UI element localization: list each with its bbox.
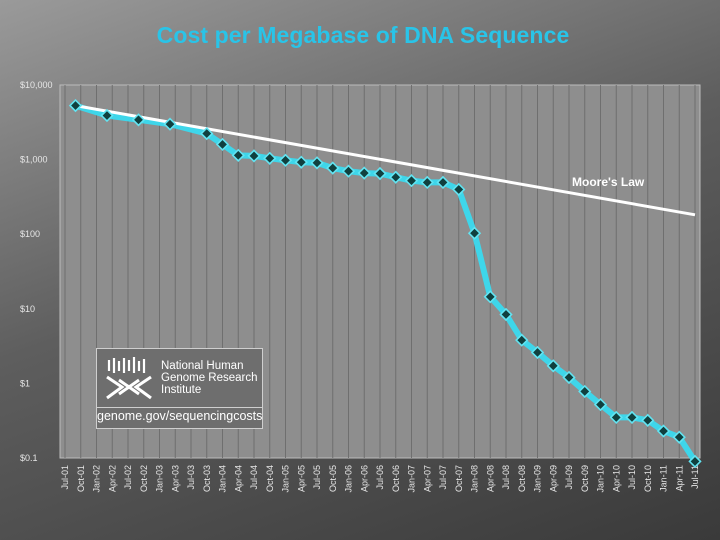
x-tick-label: Apr-05 bbox=[296, 465, 306, 492]
x-tick-label: Jul-10 bbox=[627, 465, 637, 490]
logo-name-line: National Human bbox=[161, 360, 244, 372]
data-point-marker bbox=[420, 175, 434, 190]
data-point-marker bbox=[278, 153, 293, 167]
y-tick-label: $0.1 bbox=[20, 453, 38, 463]
x-tick-label: Jan-03 bbox=[155, 465, 165, 493]
x-tick-label: Oct-02 bbox=[139, 465, 149, 492]
data-point-marker bbox=[163, 117, 177, 131]
x-tick-label: Jul-04 bbox=[249, 465, 259, 490]
x-tick-label: Jul-06 bbox=[375, 465, 385, 490]
x-tick-label: Oct-03 bbox=[202, 465, 212, 492]
logo-org-name: National Human Genome Research Institute bbox=[161, 360, 261, 396]
x-tick-label: Oct-10 bbox=[643, 465, 653, 492]
moores-law-line bbox=[75, 104, 696, 217]
data-point-marker bbox=[341, 164, 356, 178]
data-point-marker bbox=[609, 410, 623, 425]
data-point-marker bbox=[373, 166, 387, 181]
nhgri-logo-box: National Human Genome Research Institute… bbox=[96, 348, 263, 429]
data-point-marker bbox=[593, 397, 608, 412]
chart-title: Cost per Megabase of DNA Sequence bbox=[156, 22, 570, 48]
y-tick-label: $10,000 bbox=[20, 80, 53, 90]
data-point-marker bbox=[467, 226, 482, 240]
data-point-marker bbox=[389, 170, 403, 184]
x-tick-label: Jan-10 bbox=[596, 465, 606, 493]
x-tick-label: Oct-01 bbox=[76, 465, 86, 492]
x-tick-label: Jan-11 bbox=[659, 465, 669, 492]
x-tick-label: Oct-07 bbox=[454, 465, 464, 492]
x-tick-label: Apr-04 bbox=[233, 465, 243, 492]
data-point-marker bbox=[578, 384, 592, 399]
x-axis-tick-labels: Jul-01 Oct-01 Jan-02 Apr-02 Jul-02 Oct-02 Jan-… bbox=[60, 465, 700, 493]
x-tick-label: Jul-02 bbox=[123, 465, 133, 490]
x-tick-label: Oct-09 bbox=[580, 465, 590, 492]
x-tick-label: Oct-04 bbox=[265, 465, 275, 492]
data-point-marker bbox=[452, 182, 466, 197]
y-tick-label: $1 bbox=[20, 378, 30, 388]
data-point-marker bbox=[546, 359, 560, 373]
logo-url: genome.gov/sequencingcosts bbox=[97, 409, 263, 423]
data-point-marker bbox=[131, 113, 146, 127]
x-tick-label: Jul-05 bbox=[312, 465, 322, 490]
data-point-marker bbox=[483, 290, 497, 304]
x-tick-label: Apr-07 bbox=[422, 465, 432, 492]
logo-name-line: Genome Research bbox=[161, 372, 258, 384]
data-point-marker bbox=[562, 370, 576, 385]
x-tick-label: Jan-04 bbox=[218, 465, 228, 493]
x-tick-label: Apr-10 bbox=[611, 465, 621, 492]
x-tick-label: Jan-07 bbox=[407, 465, 417, 493]
data-point-marker bbox=[436, 175, 450, 190]
data-point-marker bbox=[263, 151, 277, 165]
data-point-marker bbox=[231, 148, 245, 162]
data-point-marker bbox=[499, 307, 513, 322]
data-point-marker bbox=[200, 126, 214, 141]
data-point-marker bbox=[68, 98, 83, 113]
x-tick-label: Jul-03 bbox=[186, 465, 196, 490]
x-tick-label: Oct-08 bbox=[517, 465, 527, 492]
y-tick-label: $1,000 bbox=[20, 155, 48, 165]
x-tick-label: Oct-05 bbox=[328, 465, 338, 492]
x-tick-label: Apr-02 bbox=[107, 465, 117, 492]
x-tick-label: Jul-01 bbox=[60, 465, 70, 490]
logo-header: National Human Genome Research Institute bbox=[97, 349, 262, 408]
logo-name-line: Institute bbox=[161, 384, 202, 396]
data-point-marker bbox=[247, 149, 261, 163]
y-tick-label: $10 bbox=[20, 304, 35, 314]
data-point-marker bbox=[641, 413, 655, 427]
x-tick-label: Apr-03 bbox=[170, 465, 180, 492]
series-labels: Moore's Law bbox=[572, 175, 645, 189]
data-point-marker bbox=[310, 156, 324, 170]
x-tick-label: Jul-07 bbox=[438, 465, 448, 490]
marker-layer bbox=[68, 98, 702, 469]
x-tick-label: Apr-11 bbox=[674, 465, 684, 491]
x-tick-label: Jul-09 bbox=[564, 465, 574, 490]
x-tick-label: Jan-08 bbox=[470, 465, 480, 493]
data-point-marker bbox=[294, 155, 308, 169]
data-point-marker bbox=[357, 166, 371, 180]
x-tick-label: Jan-05 bbox=[281, 465, 291, 493]
data-point-marker bbox=[656, 424, 671, 438]
x-tick-label: Jan-02 bbox=[92, 465, 102, 493]
x-tick-label: Jan-09 bbox=[533, 465, 543, 493]
data-point-marker bbox=[625, 410, 639, 425]
x-tick-label: Apr-08 bbox=[485, 465, 495, 492]
y-tick-label: $100 bbox=[20, 229, 40, 239]
nhgri-helix-icon bbox=[106, 357, 152, 400]
x-tick-label: Oct-06 bbox=[391, 465, 401, 492]
x-tick-label: Apr-09 bbox=[548, 465, 558, 492]
x-tick-label: Apr-06 bbox=[359, 465, 369, 492]
data-point-marker bbox=[672, 430, 686, 444]
moores-law-label: Moore's Law bbox=[572, 175, 645, 189]
data-point-marker bbox=[404, 174, 419, 188]
y-axis-tick-labels: $10,000 $1,000 $100 $10 $1 $0.1 bbox=[20, 80, 53, 463]
x-tick-label: Jan-06 bbox=[344, 465, 354, 493]
x-tick-label: Jul-08 bbox=[501, 465, 511, 490]
data-point-marker bbox=[215, 137, 230, 152]
data-point-marker bbox=[688, 454, 702, 469]
data-point-marker bbox=[515, 333, 529, 347]
x-tick-label: Jul-11 bbox=[690, 465, 700, 489]
data-point-marker bbox=[326, 161, 340, 175]
data-point-marker bbox=[100, 108, 114, 123]
data-point-marker bbox=[530, 345, 545, 360]
